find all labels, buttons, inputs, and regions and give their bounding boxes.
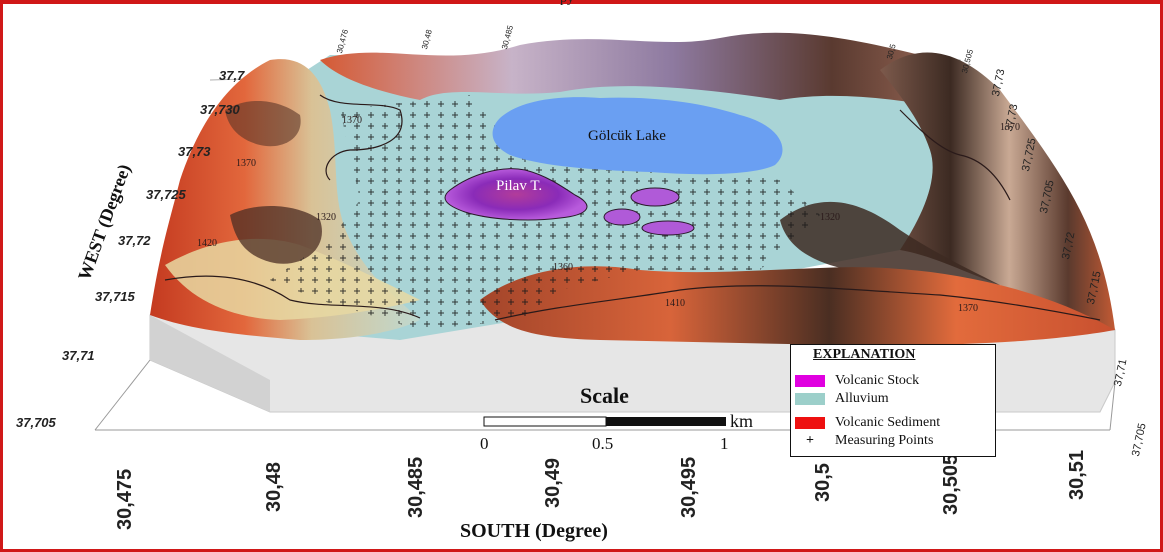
contour-label-4: 1360 — [553, 262, 573, 273]
x-tick-5: 30,5 — [812, 463, 834, 502]
legend-label-alluvium: Alluvium — [835, 391, 889, 406]
x-tick-6: 30,505 — [940, 453, 962, 515]
x-tick-3: 30,49 — [542, 457, 564, 508]
scale-tick-2: 1 — [720, 434, 729, 453]
stock-pilav — [444, 168, 588, 221]
contour-line-3 — [494, 285, 1101, 321]
y-tick-0: 37,7 — [219, 68, 245, 83]
legend-item-volcanic-stock: Volcanic Stock — [795, 373, 919, 389]
stock-east-3 — [641, 220, 695, 236]
contour-label-7: 1370 — [1000, 122, 1020, 133]
left-ridge-shadow-2 — [225, 100, 301, 147]
stock-east-2 — [603, 208, 641, 226]
contour-label-3: 1370 — [342, 115, 362, 126]
back-ridge — [320, 32, 960, 110]
lake-area — [492, 97, 783, 175]
contour-label-5: 1320 — [820, 212, 840, 223]
contour-label-0: 1370 — [236, 158, 256, 169]
contour-line-2 — [164, 275, 421, 319]
x-axis-title: SOUTH (Degree) — [460, 520, 608, 542]
x-tick-7: 30,51 — [1066, 449, 1088, 500]
scale-bar-white — [483, 416, 607, 427]
legend-item-volcanic-sediment: Volcanic Sediment — [795, 415, 940, 431]
contour-line-1 — [319, 94, 403, 181]
scale-tick-0: 0 — [480, 434, 489, 453]
legend-title: EXPLANATION — [813, 347, 916, 362]
legend: EXPLANATION Volcanic Stock Alluvium Volc… — [790, 344, 996, 457]
axis-edge-right — [1109, 381, 1116, 431]
scale-bar-black — [606, 417, 726, 426]
legend-swatch-volcanic-sediment — [795, 417, 825, 429]
y-tick-2: 37,73 — [178, 144, 211, 159]
contour-label-1: 1320 — [316, 212, 336, 223]
legend-item-alluvium: Alluvium — [795, 391, 889, 407]
axis-edge-left — [94, 359, 151, 431]
legend-label-volcanic-sediment: Volcanic Sediment — [835, 415, 941, 430]
y-tick-6: 37,71 — [62, 348, 95, 363]
peak-label: Pilav T. — [496, 178, 543, 194]
legend-label-measuring-points: Measuring Points — [835, 433, 934, 448]
x-tick-1: 30,48 — [263, 461, 285, 512]
scale-tick-1: 0.5 — [592, 434, 614, 453]
x-tick-4: 30,495 — [678, 456, 700, 518]
base-block-side — [150, 315, 270, 412]
left-ridge-shadow — [230, 205, 322, 264]
y-tick-3: 37,725 — [146, 187, 186, 202]
legend-swatch-alluvium — [795, 393, 825, 405]
front-ridge — [480, 266, 1115, 345]
header-fragment: py — [560, 0, 574, 7]
lake-label: Gölcük Lake — [588, 128, 666, 144]
scale-unit: km — [730, 411, 754, 431]
y-tick-4: 37,72 — [118, 233, 151, 248]
y-tick-1: 37,730 — [200, 102, 240, 117]
stock-east-1 — [630, 187, 680, 207]
plus-icon: + — [806, 433, 814, 448]
y-tick-7: 37,705 — [16, 415, 56, 430]
right-valley-shadow — [780, 201, 1000, 287]
legend-label-volcanic-stock: Volcanic Stock — [835, 373, 920, 388]
scale-title: Scale — [580, 383, 629, 408]
x-tick-0: 30,475 — [114, 468, 136, 530]
y-tick-5: 37,715 — [95, 289, 135, 304]
contour-line-4 — [899, 109, 1011, 201]
contour-label-6: 1410 — [665, 298, 685, 309]
contour-label-2: 1420 — [197, 238, 217, 249]
x-tick-2: 30,485 — [405, 456, 427, 518]
legend-swatch-volcanic-stock — [795, 375, 825, 387]
legend-item-measuring-points: + Measuring Points — [795, 433, 933, 449]
contour-label-8: 1370 — [958, 303, 978, 314]
